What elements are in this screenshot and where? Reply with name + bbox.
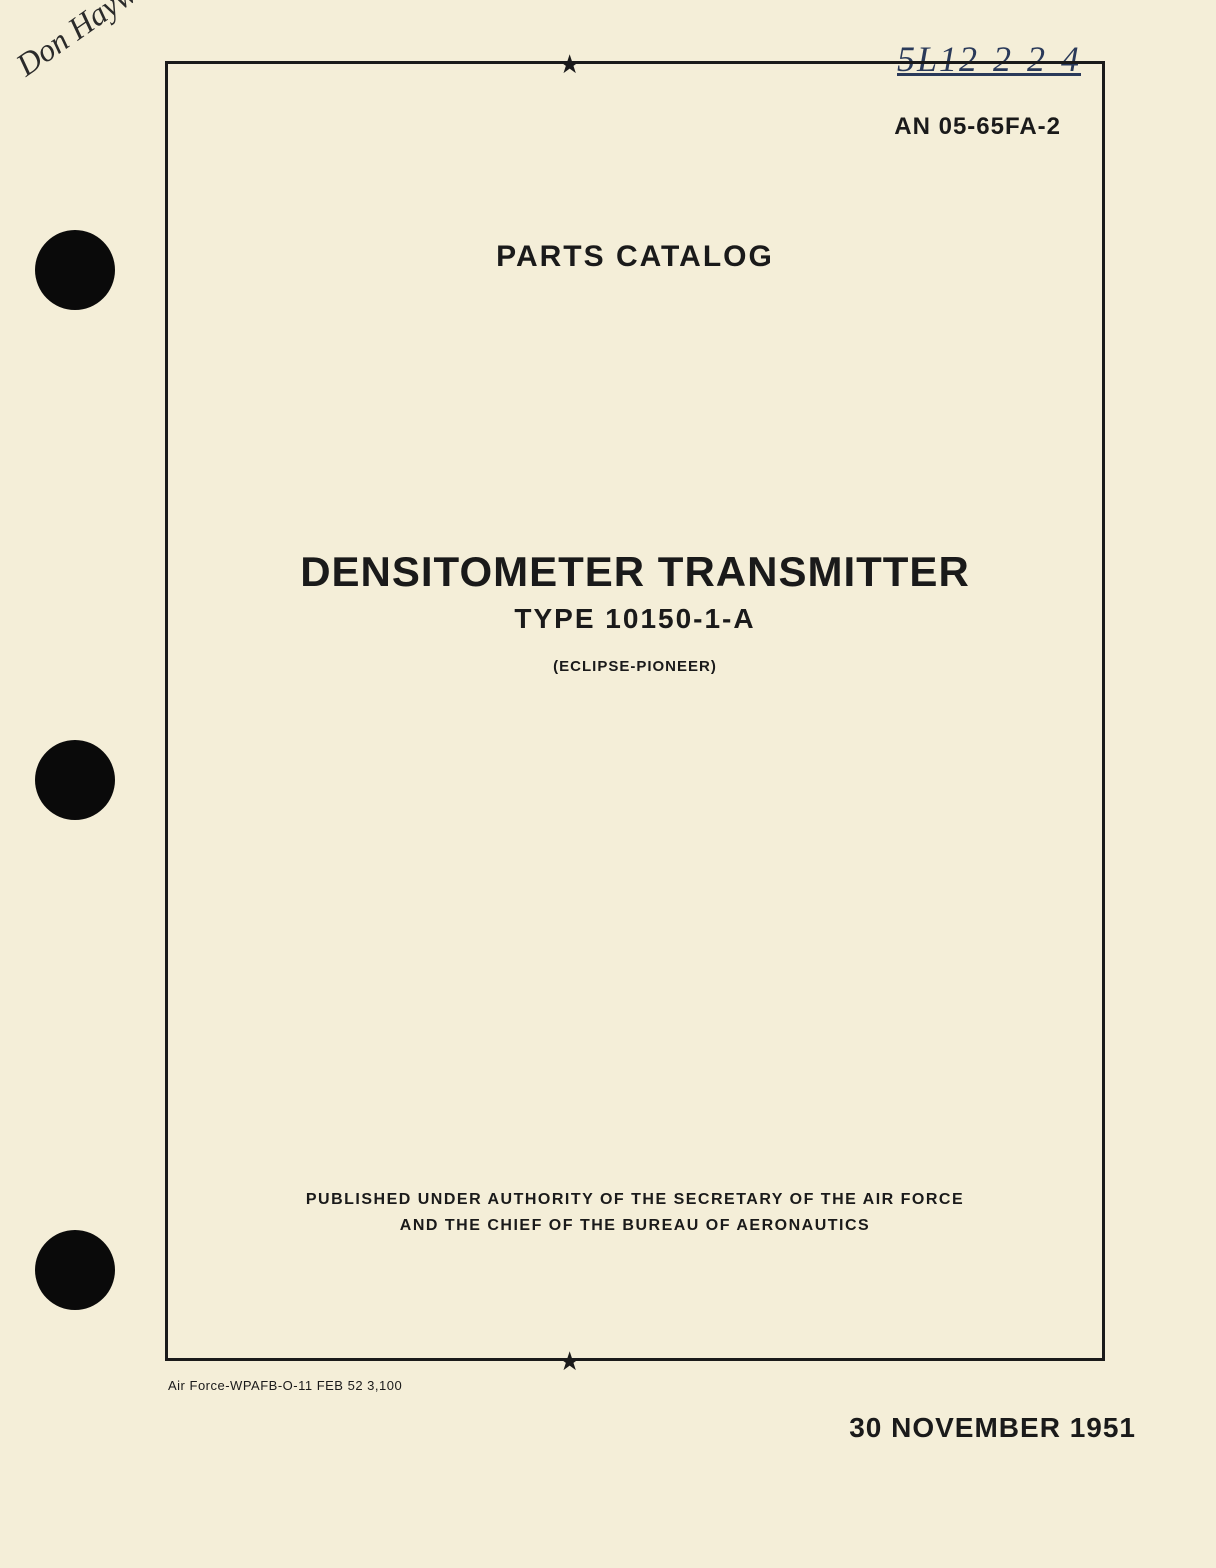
document-number: AN 05-65FA-2 xyxy=(894,113,1061,141)
main-title: DENSITOMETER TRANSMITTER xyxy=(165,548,1105,596)
document-page: 5L12-2-2-4 Don Haywood ★ AN 05-65FA-2 PA… xyxy=(0,0,1216,1568)
print-info: Air Force-WPAFB-O-11 FEB 52 3,100 xyxy=(168,1378,402,1393)
authority-statement: PUBLISHED UNDER AUTHORITY OF THE SECRETA… xyxy=(165,1187,1105,1238)
handwritten-signature: Don Haywood xyxy=(9,0,182,84)
type-subtitle: TYPE 10150-1-A xyxy=(165,603,1105,635)
catalog-heading: PARTS CATALOG xyxy=(165,240,1105,274)
authority-line-2: AND THE CHIEF OF THE BUREAU OF AERONAUTI… xyxy=(400,1217,870,1234)
manufacturer-label: (ECLIPSE-PIONEER) xyxy=(165,658,1105,675)
hole-punch-top xyxy=(35,230,115,310)
hole-punch-bottom xyxy=(35,1230,115,1310)
star-bottom-icon: ★ xyxy=(558,1347,581,1377)
publication-date: 30 NOVEMBER 1951 xyxy=(849,1412,1136,1444)
authority-line-1: PUBLISHED UNDER AUTHORITY OF THE SECRETA… xyxy=(306,1191,964,1208)
hole-punch-middle xyxy=(35,740,115,820)
